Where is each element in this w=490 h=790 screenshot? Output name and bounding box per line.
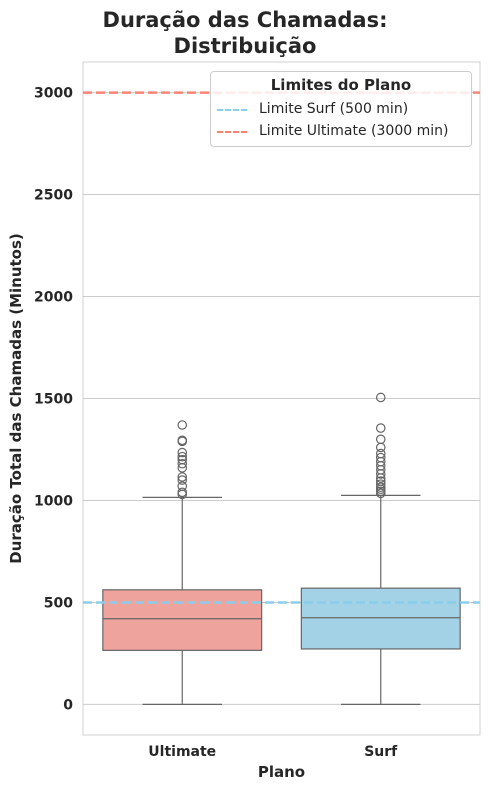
chart-title-line2: Distribuição (173, 34, 317, 58)
outlier-point-surf (375, 452, 386, 463)
y-axis-label: Duração Total das Chamadas (Minutos) (7, 233, 25, 564)
outlier-point-ultimate (177, 435, 188, 446)
outlier-point-ultimate (177, 487, 188, 498)
outlier-point-ultimate (177, 447, 188, 458)
x-tick-label-surf: Surf (364, 744, 398, 760)
y-tick-label: 0 (63, 697, 73, 713)
outlier-point-ultimate (177, 481, 188, 491)
outlier-point-ultimate (177, 472, 188, 482)
box-ultimate (102, 589, 263, 651)
legend-swatch-ultimate (217, 131, 247, 133)
legend-label-surf: Limite Surf (500 min) (259, 101, 409, 117)
y-tick-label: 500 (44, 595, 73, 611)
outlier-point-ultimate (177, 420, 188, 430)
chart-title-line1: Duração das Chamadas: (102, 8, 388, 32)
y-tick-label: 3000 (34, 86, 73, 102)
outlier-point-surf (375, 476, 386, 486)
y-tick-label: 2500 (34, 188, 73, 204)
legend-title: Limites do Plano (270, 76, 412, 94)
y-tick-label: 1500 (34, 392, 73, 408)
outlier-point-surf (375, 392, 386, 403)
x-axis-label: Plano (258, 763, 305, 781)
outlier-point-ultimate (177, 475, 188, 485)
x-tick-label-ultimate: Ultimate (148, 744, 216, 760)
box-surf (300, 587, 461, 650)
legend-swatch-surf (217, 109, 247, 111)
y-tick-label: 1000 (34, 493, 73, 509)
outlier-point-ultimate (177, 451, 188, 462)
outlier-point-surf (375, 423, 386, 433)
outlier-point-ultimate (177, 458, 188, 469)
outlier-point-surf (375, 448, 386, 459)
outlier-point-surf (375, 434, 386, 445)
outlier-point-ultimate (177, 454, 188, 465)
legend-label-ultimate: Limite Ultimate (3000 min) (259, 123, 449, 139)
outlier-point-surf (375, 482, 386, 493)
outlier-point-surf (375, 479, 386, 489)
legend: Limites do Plano Limite Surf (500 min) L… (210, 71, 472, 147)
y-tick-label: 2000 (34, 290, 73, 306)
